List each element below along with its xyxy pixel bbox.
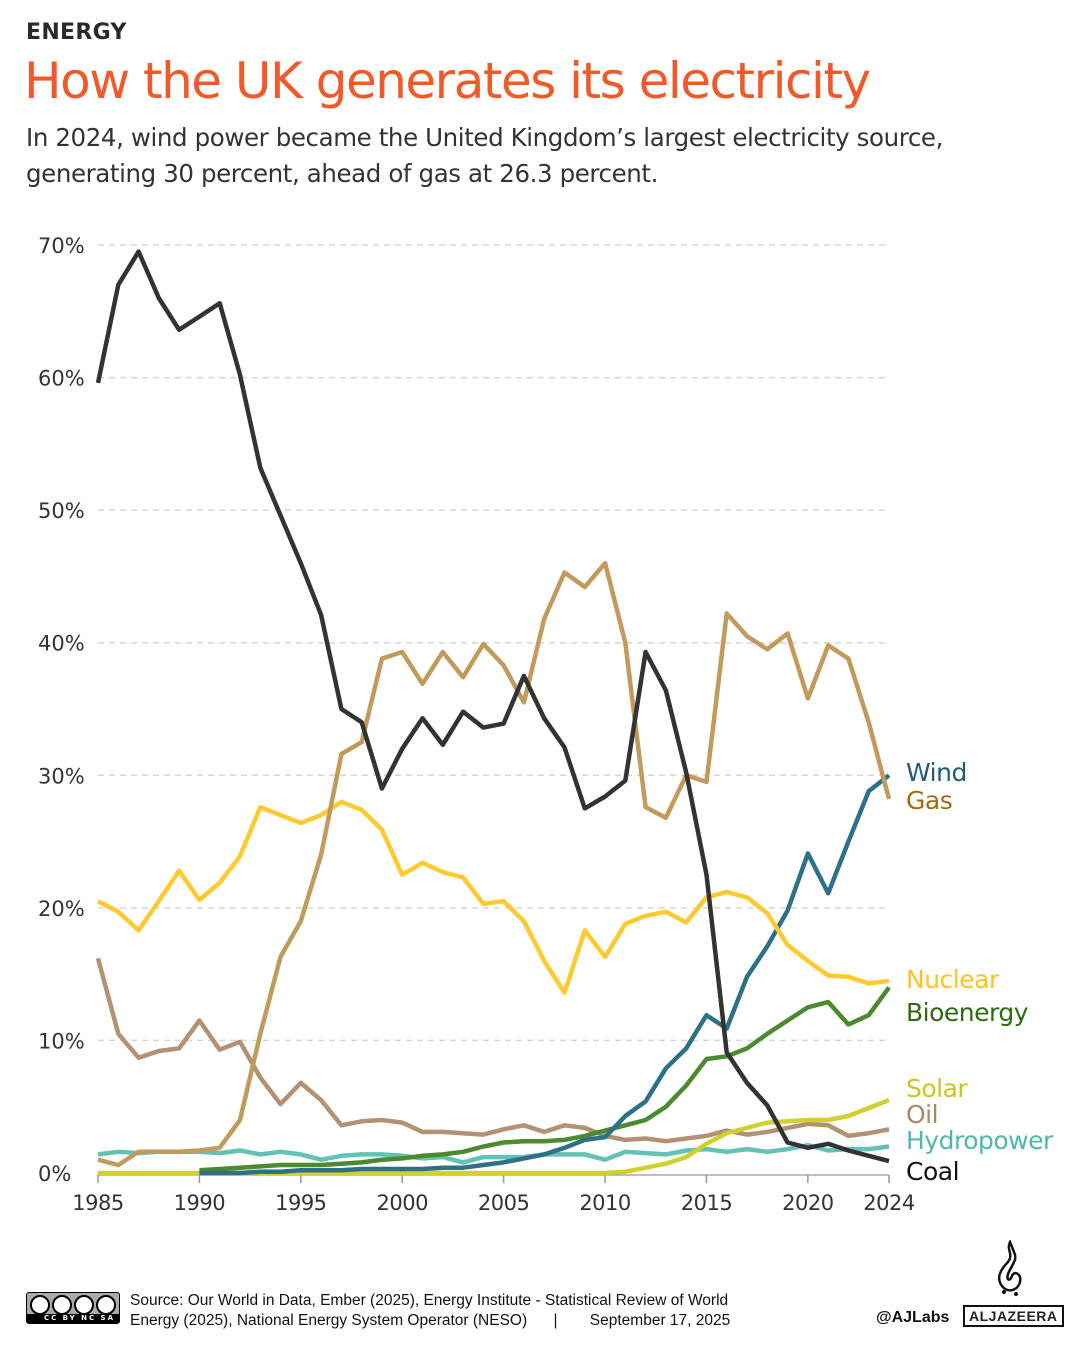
series-line-nuclear: [96, 799, 890, 995]
aljazeera-emblem-icon: [997, 1240, 1022, 1296]
x-tick-label: 2005: [478, 1191, 529, 1215]
y-tick-label: 60%: [38, 367, 85, 391]
y-tick-label: 10%: [38, 1029, 85, 1053]
separator: |: [553, 1312, 558, 1329]
series-label-nuclear: Nuclear: [906, 965, 1000, 994]
series-line-oil: [95, 957, 890, 1144]
x-tick-label: 2000: [377, 1191, 428, 1215]
x-tick-label: 2024: [863, 1191, 915, 1215]
y-tick-label: 30%: [38, 764, 85, 788]
chart-title: How the UK generates its electricity: [24, 52, 871, 110]
series-label-oil: Oil: [906, 1100, 938, 1129]
series-line-gas: [97, 560, 892, 1168]
noncommercial-circle-icon: [74, 1295, 94, 1315]
license-text: cc by nc sa: [27, 1314, 119, 1323]
series-label-coal: Coal: [906, 1157, 959, 1186]
source-line-2: Energy (2025), National Energy System Op…: [130, 1312, 528, 1329]
series-label-wind: Wind: [906, 758, 967, 787]
source-note: Source: Our World in Data, Ember (2025),…: [130, 1291, 730, 1331]
x-tick-label: 1995: [275, 1191, 326, 1215]
x-tick-label: 2010: [579, 1191, 630, 1215]
y-tick-label: 70%: [38, 234, 85, 258]
y-tick-label: 40%: [38, 632, 85, 656]
aj-labs-handle: @AJLabs: [876, 1309, 950, 1326]
sharealike-circle-icon: [96, 1295, 116, 1315]
x-tick-label: 1985: [72, 1191, 123, 1215]
attribution-circle-icon: [52, 1295, 72, 1315]
section-kicker: ENERGY: [26, 20, 127, 45]
creative-commons-license-icon: cc by nc sa: [26, 1292, 120, 1324]
y-tick-label: 0%: [38, 1162, 71, 1186]
series-label-gas: Gas: [906, 786, 952, 815]
series-label-solar: Solar: [906, 1074, 968, 1103]
aljazeera-logo: ALJAZEERA: [963, 1305, 1064, 1327]
series-line-coal: [95, 249, 890, 1164]
y-tick-label: 20%: [38, 897, 85, 921]
series-line-hydropower: [97, 1142, 890, 1165]
cc-circle-icon: [30, 1295, 50, 1315]
series-line-wind: [199, 773, 891, 1176]
y-tick-label: 50%: [38, 499, 85, 523]
series-label-bioenergy: Bioenergy: [906, 998, 1029, 1027]
x-tick-label: 2020: [782, 1191, 833, 1215]
chart-subtitle: In 2024, wind power became the United Ki…: [26, 123, 943, 188]
series-label-hydropower: Hydropower: [906, 1126, 1054, 1155]
source-line-1: Source: Our World in Data, Ember (2025),…: [130, 1292, 729, 1309]
x-tick-label: 2015: [681, 1191, 732, 1215]
x-tick-label: 1990: [174, 1191, 225, 1215]
publish-date: September 17, 2025: [589, 1312, 731, 1329]
